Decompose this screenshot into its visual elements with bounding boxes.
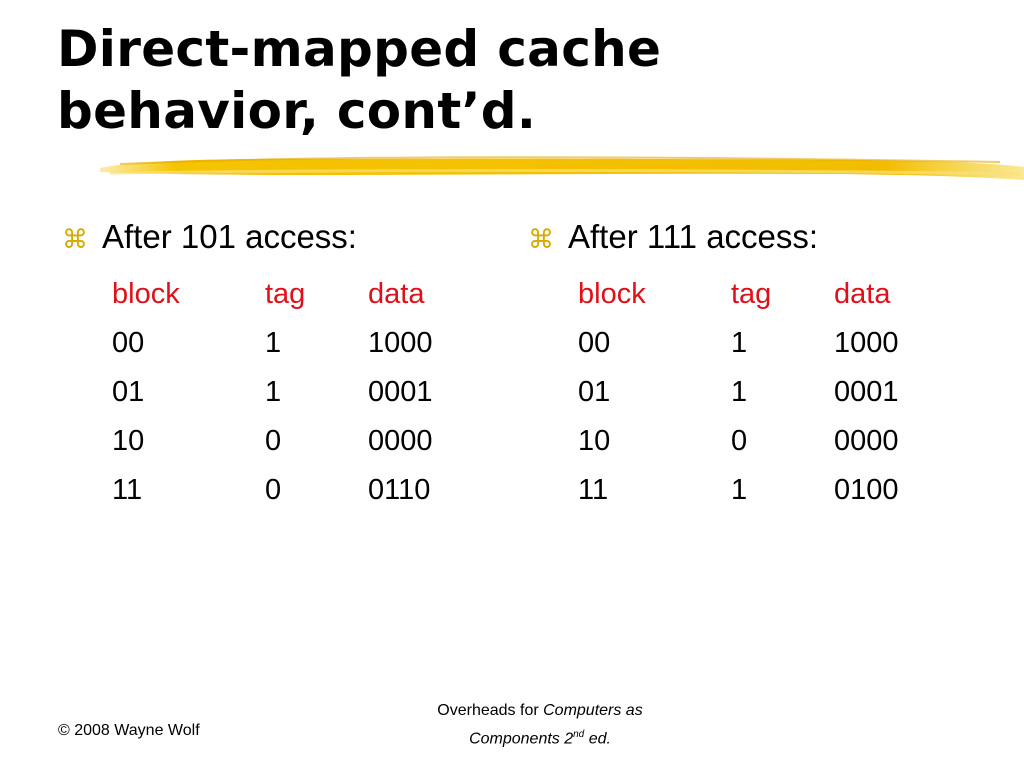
- data-cell: 0110: [368, 474, 431, 506]
- tag-cell: 1: [731, 327, 748, 359]
- data-cell: 0001: [368, 376, 433, 408]
- column-header: data: [368, 278, 425, 310]
- table-row: 01 1 0001: [112, 368, 458, 417]
- table-row: 10 0 0000: [112, 417, 458, 466]
- left-cache-table: block tag data 00 1 1000 01 1 0001 10 0 …: [112, 270, 458, 515]
- block-cell: 11: [112, 474, 143, 506]
- table-header-row: block tag data: [112, 270, 458, 319]
- table-row: 01 1 0001: [578, 368, 924, 417]
- edition-suffix: ed.: [584, 730, 611, 748]
- column-header: data: [834, 278, 891, 310]
- table-row: 00 1 1000: [112, 319, 458, 368]
- tag-cell: 0: [265, 474, 282, 506]
- copyright-notice: © 2008 Wayne Wolf: [58, 722, 200, 739]
- title-line-1: Direct-mapped cache: [57, 20, 662, 78]
- table-row: 11 1 0100: [578, 466, 924, 515]
- right-panel: ⌘ After 111 access: block tag data 00 1 …: [528, 218, 924, 515]
- right-cache-table: block tag data 00 1 1000 01 1 0001 10 0 …: [578, 270, 924, 515]
- title-line-2: behavior, cont’d.: [57, 82, 537, 140]
- left-heading: After 101 access:: [102, 218, 357, 255]
- slide-title: Direct-mapped cache behavior, cont’d.: [57, 18, 661, 142]
- data-cell: 1000: [834, 327, 899, 359]
- block-cell: 00: [578, 327, 611, 359]
- column-header: block: [112, 278, 180, 310]
- column-header: block: [578, 278, 646, 310]
- tag-cell: 1: [265, 327, 282, 359]
- data-cell: 0100: [834, 474, 899, 506]
- edition-superscript: nd: [573, 729, 585, 740]
- command-key-icon: ⌘: [528, 225, 554, 255]
- footer-credit: Overheads for Computers as Components 2n…: [340, 699, 740, 751]
- data-cell: 0000: [834, 425, 899, 457]
- column-header: tag: [731, 278, 772, 310]
- block-cell: 00: [112, 327, 145, 359]
- data-cell: 1000: [368, 327, 433, 359]
- command-key-icon: ⌘: [62, 225, 88, 255]
- tag-cell: 0: [731, 425, 748, 457]
- column-header: tag: [265, 278, 306, 310]
- tag-cell: 1: [731, 376, 748, 408]
- block-cell: 11: [578, 474, 609, 506]
- highlighter-stroke: [100, 156, 1024, 180]
- data-cell: 0000: [368, 425, 433, 457]
- table-header-row: block tag data: [578, 270, 924, 319]
- tag-cell: 1: [731, 474, 748, 506]
- block-cell: 01: [112, 376, 145, 408]
- data-cell: 0001: [834, 376, 899, 408]
- tag-cell: 1: [265, 376, 282, 408]
- left-panel: ⌘ After 101 access: block tag data 00 1 …: [62, 218, 458, 515]
- footer-prefix: Overheads for: [437, 702, 544, 719]
- table-row: 11 0 0110: [112, 466, 458, 515]
- book-title: Computers as: [543, 702, 643, 719]
- block-cell: 10: [112, 425, 145, 457]
- book-title-2: Components 2: [469, 730, 574, 748]
- block-cell: 10: [578, 425, 611, 457]
- right-bullet: ⌘ After 111 access:: [528, 218, 924, 266]
- table-row: 10 0 0000: [578, 417, 924, 466]
- right-heading: After 111 access:: [568, 218, 819, 255]
- table-row: 00 1 1000: [578, 319, 924, 368]
- block-cell: 01: [578, 376, 611, 408]
- left-bullet: ⌘ After 101 access:: [62, 218, 458, 266]
- tag-cell: 0: [265, 425, 282, 457]
